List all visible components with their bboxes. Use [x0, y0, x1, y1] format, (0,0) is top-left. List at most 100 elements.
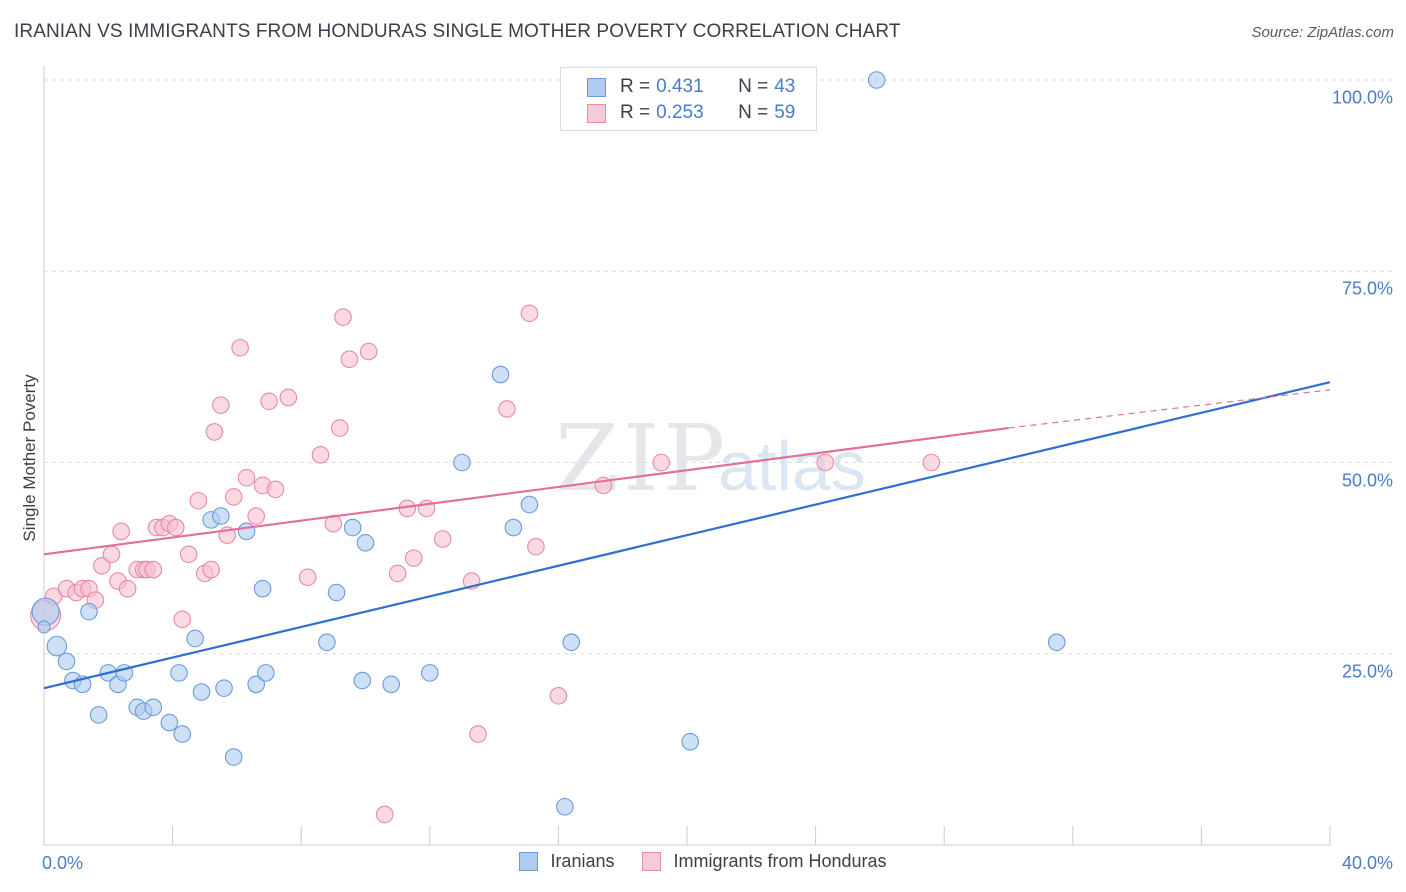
- point-honduras: [549, 687, 568, 705]
- honduras-n-label: N =: [738, 102, 769, 123]
- iranians-swatch: [587, 77, 606, 97]
- point-honduras: [118, 579, 137, 598]
- source-label: Source: ZipAtlas.com: [1251, 24, 1394, 41]
- point-honduras: [433, 530, 452, 548]
- point-honduras: [112, 522, 130, 541]
- point-honduras: [816, 453, 835, 472]
- point-honduras: [922, 453, 941, 472]
- point-iranians: [327, 583, 346, 602]
- point-honduras: [247, 507, 265, 525]
- x-tick-label-min: 0.0%: [42, 853, 84, 873]
- point-iranians: [491, 365, 510, 384]
- trendline-iranians: [43, 381, 1331, 690]
- x-tick-label-max: 40.0%: [1341, 853, 1393, 873]
- point-honduras: [340, 350, 359, 369]
- point-honduras: [388, 564, 407, 583]
- honduras-r-value: 0.253: [656, 102, 704, 123]
- point-iranians: [356, 534, 375, 552]
- honduras-r-label: R =: [620, 102, 651, 123]
- point-iranians: [453, 453, 471, 472]
- point-honduras: [224, 488, 243, 506]
- point-honduras: [231, 338, 249, 357]
- iranians-legend-label: Iranians: [550, 851, 615, 871]
- point-iranians: [562, 633, 581, 652]
- point-iranians: [382, 675, 401, 694]
- point-honduras: [298, 568, 317, 587]
- chart-title: IRANIAN VS IMMIGRANTS FROM HONDURAS SING…: [14, 21, 901, 42]
- point-honduras: [260, 392, 278, 411]
- point-honduras: [520, 304, 539, 323]
- honduras-legend-label: Immigrants from Honduras: [673, 851, 887, 871]
- point-honduras: [102, 545, 121, 564]
- point-iranians: [867, 71, 886, 89]
- point-iranians: [353, 671, 372, 690]
- watermark-zip: ZIP: [555, 405, 729, 512]
- iranians-r-value: 0.431: [656, 76, 704, 97]
- point-iranians: [420, 664, 439, 682]
- point-honduras: [173, 610, 192, 629]
- point-honduras: [179, 545, 198, 564]
- trendline-honduras-extension: [1008, 389, 1331, 429]
- correlation-legend: R = 0.431 N = 43 R = 0.253 N = 59: [560, 67, 817, 131]
- watermark-atlas: atlas: [718, 427, 866, 505]
- legend-row-honduras: R = 0.253 N = 59: [587, 101, 795, 125]
- point-iranians: [170, 664, 188, 682]
- point-honduras: [498, 400, 516, 418]
- point-honduras: [279, 388, 298, 407]
- point-honduras: [266, 480, 285, 499]
- point-honduras: [527, 537, 545, 556]
- point-honduras: [93, 556, 111, 575]
- point-honduras: [212, 396, 230, 414]
- point-honduras: [189, 491, 208, 510]
- point-honduras: [330, 419, 349, 437]
- point-honduras: [167, 518, 185, 537]
- point-honduras: [144, 560, 163, 579]
- iranians-r-label: R =: [620, 76, 651, 97]
- y-tick-label: 25.0%: [1341, 661, 1393, 682]
- iranians-n-label: N =: [738, 76, 769, 97]
- point-honduras: [202, 560, 220, 579]
- y-tick-label: 100.0%: [1331, 87, 1393, 108]
- point-iranians: [520, 495, 539, 514]
- point-honduras: [469, 725, 487, 743]
- point-iranians: [144, 698, 163, 717]
- point-iranians: [681, 732, 700, 751]
- point-iranians: [247, 675, 265, 694]
- point-honduras: [404, 549, 423, 567]
- point-honduras: [237, 468, 256, 487]
- point-iranians: [212, 507, 230, 525]
- point-iranians: [504, 518, 523, 537]
- point-iranians: [253, 579, 272, 598]
- point-iranians: [186, 629, 204, 648]
- point-iranians: [343, 518, 362, 537]
- point-iranians: [160, 713, 179, 732]
- point-iranians: [257, 664, 275, 682]
- point-honduras: [205, 423, 224, 441]
- point-iranians: [237, 522, 256, 541]
- y-tick-label: 75.0%: [1341, 278, 1393, 299]
- point-iranians: [173, 725, 192, 743]
- point-honduras: [652, 453, 671, 472]
- honduras-legend-swatch: [642, 852, 662, 871]
- point-iranians: [57, 652, 76, 671]
- point-iranians: [556, 797, 574, 816]
- y-tick-label: 50.0%: [1341, 470, 1393, 490]
- honduras-n-value: 59: [774, 102, 796, 123]
- point-iranians: [215, 679, 233, 697]
- point-iranians: [80, 602, 98, 621]
- point-honduras: [359, 342, 378, 361]
- point-iranians: [1047, 633, 1066, 652]
- point-honduras: [375, 805, 394, 824]
- iranians-legend-swatch: [519, 852, 539, 871]
- point-iranians: [224, 748, 243, 766]
- legend-item-iranians: Iranians: [519, 851, 614, 872]
- point-honduras: [311, 446, 330, 464]
- legend-row-iranians: R = 0.431 N = 43: [587, 75, 795, 99]
- point-iranians: [318, 633, 336, 652]
- iranians-n-value: 43: [774, 76, 796, 97]
- point-iranians: [192, 683, 211, 701]
- point-iranians: [89, 706, 108, 724]
- honduras-swatch: [587, 103, 606, 123]
- point-iranians: [46, 635, 68, 657]
